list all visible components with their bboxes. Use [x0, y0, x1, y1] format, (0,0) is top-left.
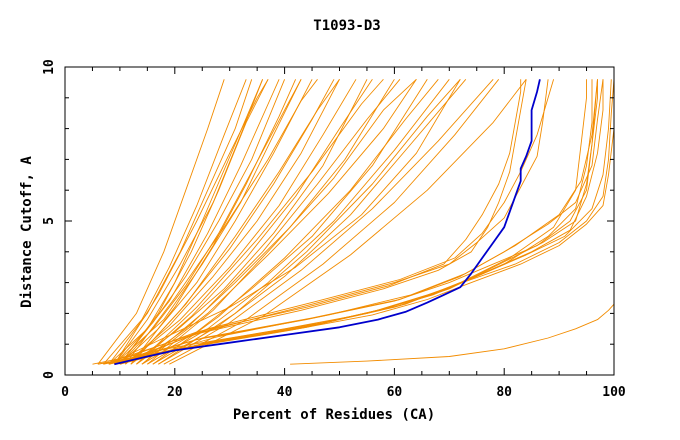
model-series-line-40 — [119, 79, 587, 365]
model-series-line-8 — [114, 79, 302, 365]
x-tick-label: 20 — [167, 385, 183, 400]
model-series-line-29 — [169, 79, 527, 365]
y-tick-label: 0 — [42, 371, 57, 379]
model-series-line-27 — [136, 79, 384, 365]
y-tick-label: 10 — [42, 59, 57, 75]
model-series-line-4 — [97, 79, 225, 365]
model-series-line-15 — [147, 79, 450, 365]
model-series-line-12 — [125, 79, 357, 365]
model-series-line-7 — [125, 79, 340, 365]
model-series-line-33 — [108, 79, 461, 365]
model-series-line-14 — [130, 79, 297, 365]
model-series-line-18 — [136, 79, 373, 365]
model-series-line-23 — [163, 79, 500, 365]
model-series-line-48 — [119, 79, 555, 365]
model-series-line-11 — [136, 79, 395, 365]
x-tick-label: 80 — [496, 385, 512, 400]
model-series-line-19 — [114, 79, 269, 365]
model-series-line-20 — [158, 79, 494, 365]
highlight-series-line — [114, 79, 541, 366]
model-series-line-43 — [119, 79, 598, 365]
model-series-line-5 — [119, 79, 313, 365]
x-tick-label: 60 — [387, 385, 403, 400]
model-series-line-32 — [158, 79, 461, 365]
model-series-line-44 — [97, 79, 615, 365]
model-series-line-25 — [125, 79, 318, 365]
model-series-line-46 — [108, 79, 522, 365]
model-series-line-47 — [114, 79, 549, 365]
axis-ticks: 0 20 40 60 80 100 0 5 10 — [42, 59, 626, 400]
x-tick-label: 40 — [277, 385, 293, 400]
model-series-line-2 — [103, 79, 247, 365]
y-axis-label: Distance Cutoff, A — [19, 156, 35, 308]
chart-title: T1093-D3 — [313, 18, 380, 34]
model-series-line-42 — [114, 79, 604, 365]
model-series-line-45 — [103, 79, 527, 365]
model-series-line-34 — [114, 79, 264, 365]
model-series-line-13 — [141, 79, 428, 365]
x-tick-label: 0 — [61, 385, 69, 400]
model-series-line-16 — [119, 79, 280, 365]
plot-area — [92, 78, 615, 366]
y-tick-label: 5 — [42, 217, 57, 225]
model-series-line-17 — [152, 79, 467, 365]
model-series-line-24 — [147, 78, 417, 365]
model-series-line-10 — [119, 79, 269, 365]
x-axis-label: Percent of Residues (CA) — [233, 407, 435, 423]
model-series-line-30 — [141, 79, 417, 365]
x-tick-label: 100 — [602, 385, 626, 400]
model-series-line-28 — [119, 79, 302, 365]
model-series-line-26 — [152, 79, 439, 365]
model-series-line-21 — [141, 79, 401, 365]
model-series-line-31 — [130, 79, 335, 365]
